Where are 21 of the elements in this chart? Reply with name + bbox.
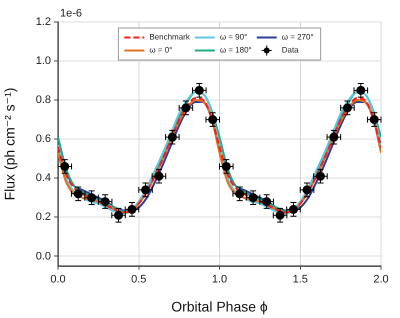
legend-label: Data bbox=[282, 46, 300, 55]
x-tick-label: 2.0 bbox=[373, 274, 389, 286]
legend-label: ω = 0° bbox=[149, 46, 172, 55]
x-axis-title: Orbital Phase ϕ bbox=[171, 298, 268, 314]
legend-label: ω = 270° bbox=[282, 32, 314, 42]
y-tick-label: 0.6 bbox=[36, 133, 51, 146]
x-tick-label: 1.5 bbox=[292, 274, 308, 286]
y-axis-title: Flux (ph cm⁻² s⁻¹) bbox=[1, 88, 18, 200]
legend-label: ω = 90° bbox=[220, 32, 248, 42]
y-tick-label: 1.2 bbox=[36, 16, 51, 28]
text: 1e-6 bbox=[60, 8, 82, 20]
y-tick-label: 0.8 bbox=[36, 94, 51, 106]
x-tick-label: 1.0 bbox=[212, 274, 228, 286]
legend-label: ω = 180° bbox=[220, 46, 252, 55]
y-tick-label: 0.2 bbox=[36, 211, 51, 224]
legend-label: Benchmark bbox=[149, 32, 191, 42]
y-tick-label: 0.0 bbox=[36, 250, 51, 262]
x-tick-label: 0.0 bbox=[50, 274, 66, 286]
y-tick-label: 0.4 bbox=[36, 172, 51, 184]
x-tick-label: 0.5 bbox=[131, 274, 146, 286]
y-tick-label: 1.0 bbox=[36, 55, 51, 68]
